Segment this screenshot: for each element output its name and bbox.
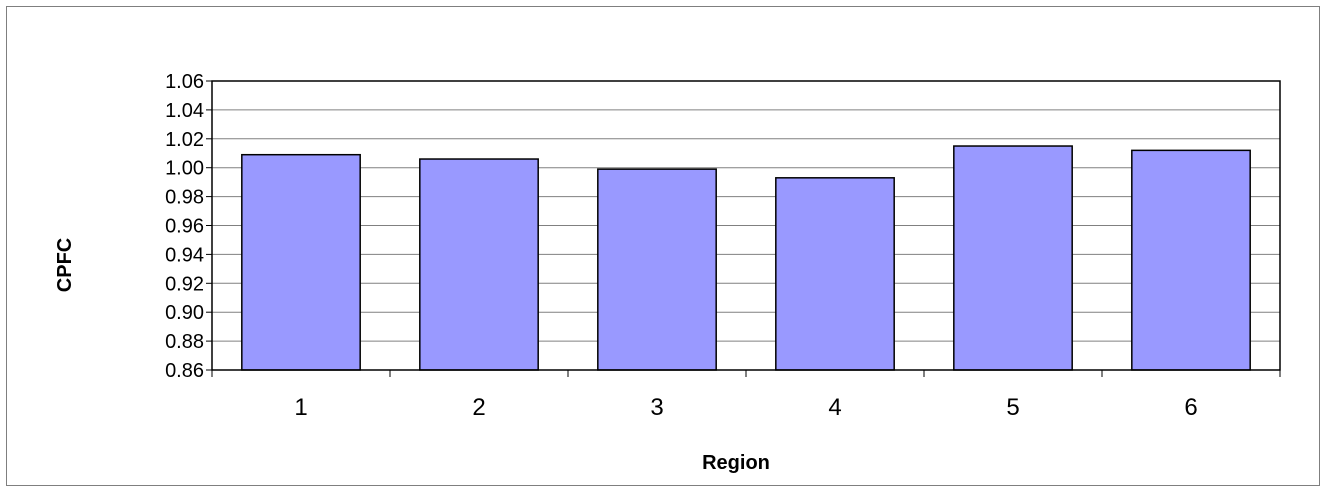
y-tick-label: 1.04 bbox=[165, 100, 204, 122]
x-axis-ticks: 1 2 3 4 5 6 bbox=[211, 370, 1281, 421]
bars bbox=[241, 145, 1251, 371]
y-tick-label: 0.88 bbox=[165, 331, 204, 353]
bar-region-1 bbox=[241, 153, 361, 371]
y-tick-label: 0.94 bbox=[165, 244, 204, 266]
y-tick-label: 0.98 bbox=[165, 187, 204, 209]
y-tick-label: 0.86 bbox=[165, 360, 204, 382]
y-tick-label: 1.02 bbox=[165, 129, 204, 151]
bar-region-5 bbox=[953, 145, 1073, 371]
x-tick-label: 5 bbox=[1006, 394, 1019, 421]
y-tick-label: 0.92 bbox=[165, 273, 204, 295]
bar-region-3 bbox=[597, 168, 717, 371]
y-tick-label: 0.96 bbox=[165, 216, 204, 238]
y-tick-label: 1.06 bbox=[165, 71, 204, 93]
grid-lines bbox=[212, 109, 1280, 342]
bar-region-2 bbox=[419, 158, 539, 371]
x-tick-label: 3 bbox=[650, 394, 663, 421]
x-tick-label: 2 bbox=[472, 394, 485, 421]
y-axis-ticks: 0.86 0.88 0.90 0.92 0.94 0.96 0.98 1.00 1.02 1.04… bbox=[165, 71, 212, 382]
x-tick-label: 4 bbox=[828, 394, 841, 421]
bar-region-6 bbox=[1131, 149, 1251, 371]
y-axis-title: CPFC bbox=[54, 238, 76, 292]
y-tick-label: 0.90 bbox=[165, 302, 204, 324]
x-tick-label: 6 bbox=[1184, 394, 1197, 421]
y-tick-label: 1.00 bbox=[165, 158, 204, 180]
bar-region-4 bbox=[775, 177, 895, 371]
x-axis-title: Region bbox=[702, 452, 770, 474]
x-tick-label: 1 bbox=[294, 394, 307, 421]
